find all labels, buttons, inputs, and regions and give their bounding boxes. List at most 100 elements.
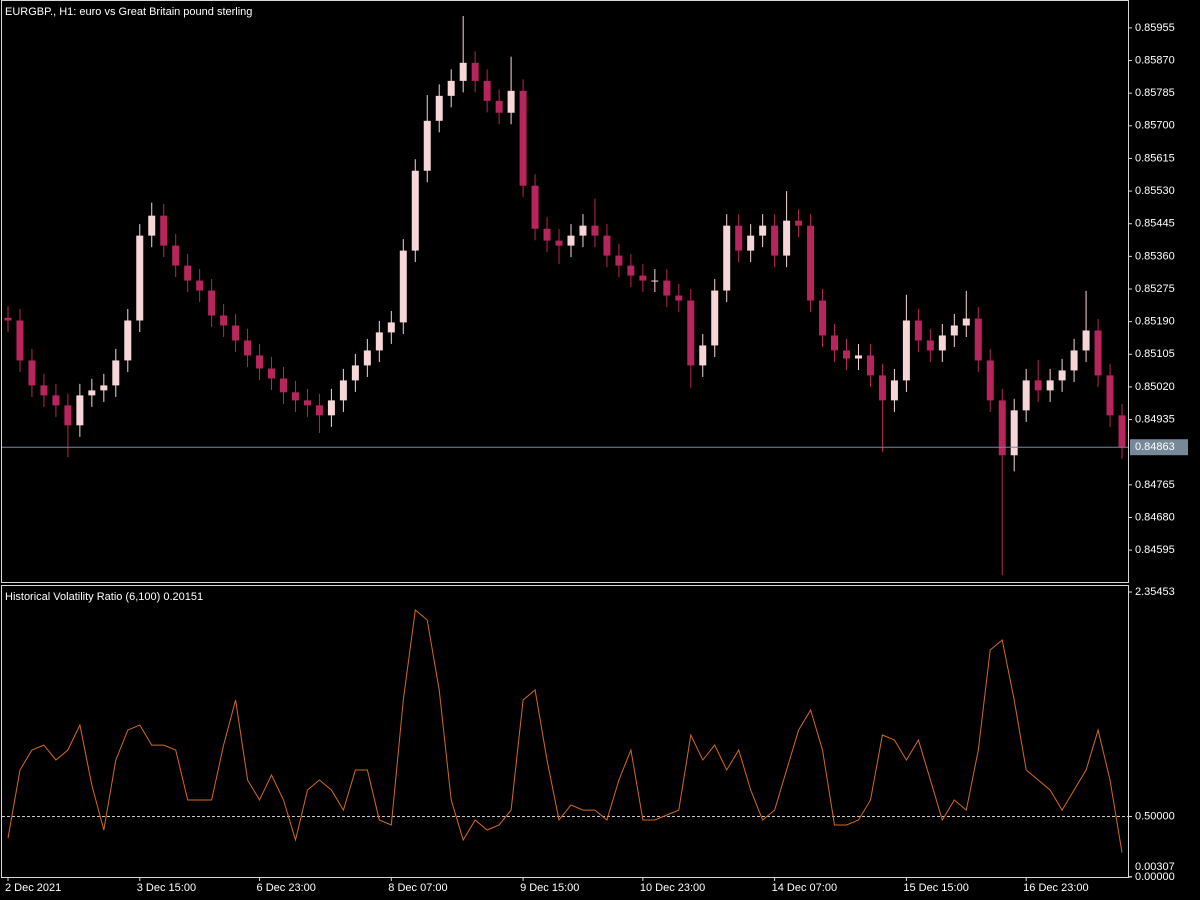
candle-body <box>196 280 204 291</box>
candle-body <box>627 265 635 276</box>
candle-body <box>52 395 60 406</box>
candle-body <box>220 315 228 326</box>
candle-body <box>914 320 922 341</box>
candle-body <box>591 225 599 236</box>
x-tick-label: 8 Dec 07:00 <box>388 882 447 894</box>
candle-body <box>1034 380 1042 391</box>
candle-body <box>280 378 287 393</box>
x-tick-label: 9 Dec 15:00 <box>520 882 579 894</box>
chart-title: EURGBP., H1: euro vs Great Britain pound… <box>5 6 252 18</box>
candle-body <box>543 228 551 241</box>
candle-body <box>519 90 527 186</box>
candle-body <box>363 350 371 366</box>
candle-body <box>268 368 276 379</box>
x-tick-label: 6 Dec 23:00 <box>257 882 316 894</box>
candle-body <box>1046 380 1054 391</box>
candle-body <box>327 400 335 416</box>
candle-body <box>651 280 659 282</box>
candle-body <box>1058 370 1066 381</box>
candle-body <box>100 385 108 391</box>
candle-body <box>567 235 575 246</box>
candle-body <box>16 320 24 361</box>
y-tick-label: 0.85530 <box>1135 185 1175 197</box>
last-price-tag <box>1130 439 1188 456</box>
y-tick-label: 0.85360 <box>1135 250 1175 262</box>
indicator-pane-frame <box>1 585 1129 878</box>
candle-body <box>890 380 898 401</box>
candle-body <box>447 80 455 96</box>
candle-body <box>759 225 767 236</box>
candle-body <box>148 215 156 236</box>
candle-body <box>974 318 982 361</box>
y-tick-label: 0.85785 <box>1135 87 1175 99</box>
candle-body <box>615 255 623 266</box>
candle-body <box>507 90 515 113</box>
candle-body <box>687 300 695 366</box>
candle-body <box>831 335 839 351</box>
candle-body <box>735 225 743 251</box>
x-tick-label: 14 Dec 07:00 <box>772 882 837 894</box>
candle-body <box>459 62 467 81</box>
candle-body <box>76 395 84 426</box>
y-tick-label: 0.84595 <box>1135 544 1175 556</box>
candle-body <box>28 360 36 386</box>
candle-body <box>375 332 383 351</box>
candle-body <box>866 355 874 376</box>
y-tick-label: 0.50000 <box>1135 810 1175 822</box>
y-tick-label: 0.84765 <box>1135 479 1175 491</box>
candle-body <box>902 320 910 381</box>
candle-body <box>303 400 311 406</box>
candle-body <box>172 245 180 266</box>
candle-body <box>88 390 96 396</box>
candle-body <box>579 225 587 236</box>
candle-body <box>807 225 815 301</box>
y-tick-label: 0.00000 <box>1135 871 1175 883</box>
candle-body <box>555 240 563 246</box>
candle-body <box>926 340 934 351</box>
candle-body <box>291 392 299 401</box>
y-tick-label: 0.85190 <box>1135 316 1175 328</box>
y-tick-label: 0.85615 <box>1135 152 1175 164</box>
candle-body <box>998 400 1006 456</box>
candle-body <box>962 318 970 326</box>
candle-body <box>1094 330 1102 376</box>
candle-body <box>256 355 264 369</box>
candle-body <box>411 170 419 251</box>
candle-body <box>938 335 946 351</box>
candle-body <box>495 100 503 113</box>
candle-body <box>723 225 731 291</box>
indicator-line <box>7 609 1123 853</box>
candle-body <box>136 235 144 321</box>
x-tick-label: 10 Dec 23:00 <box>640 882 705 894</box>
candle-body <box>854 355 862 359</box>
candle-body <box>471 62 479 81</box>
candle-body <box>699 345 707 366</box>
candle-body <box>315 405 323 416</box>
candle-body <box>1082 330 1090 351</box>
x-tick-label: 2 Dec 2021 <box>5 882 61 894</box>
y-tick-label: 0.85870 <box>1135 54 1175 66</box>
candle-body <box>387 322 395 333</box>
candle-body <box>747 235 755 251</box>
candle-body <box>639 275 647 281</box>
candle-body <box>112 360 120 386</box>
candle-body <box>663 280 671 296</box>
x-tick-label: 16 Dec 23:00 <box>1023 882 1088 894</box>
y-tick-label: 0.85275 <box>1135 283 1175 295</box>
candle-body <box>423 120 431 171</box>
y-tick-label: 2.35453 <box>1135 586 1175 598</box>
candle-body <box>1106 375 1114 416</box>
candle-body <box>1010 410 1018 456</box>
y-tick-label: 0.85105 <box>1135 348 1175 360</box>
candle-body <box>483 80 491 101</box>
candle-body <box>399 250 407 323</box>
x-tick-label: 3 Dec 15:00 <box>137 882 196 894</box>
candle-body <box>783 220 791 256</box>
candle-body <box>160 215 168 246</box>
y-tick-label: 0.84680 <box>1135 511 1175 523</box>
candle-body <box>795 220 803 226</box>
candle-body <box>771 225 779 256</box>
candle-body <box>1118 415 1126 448</box>
